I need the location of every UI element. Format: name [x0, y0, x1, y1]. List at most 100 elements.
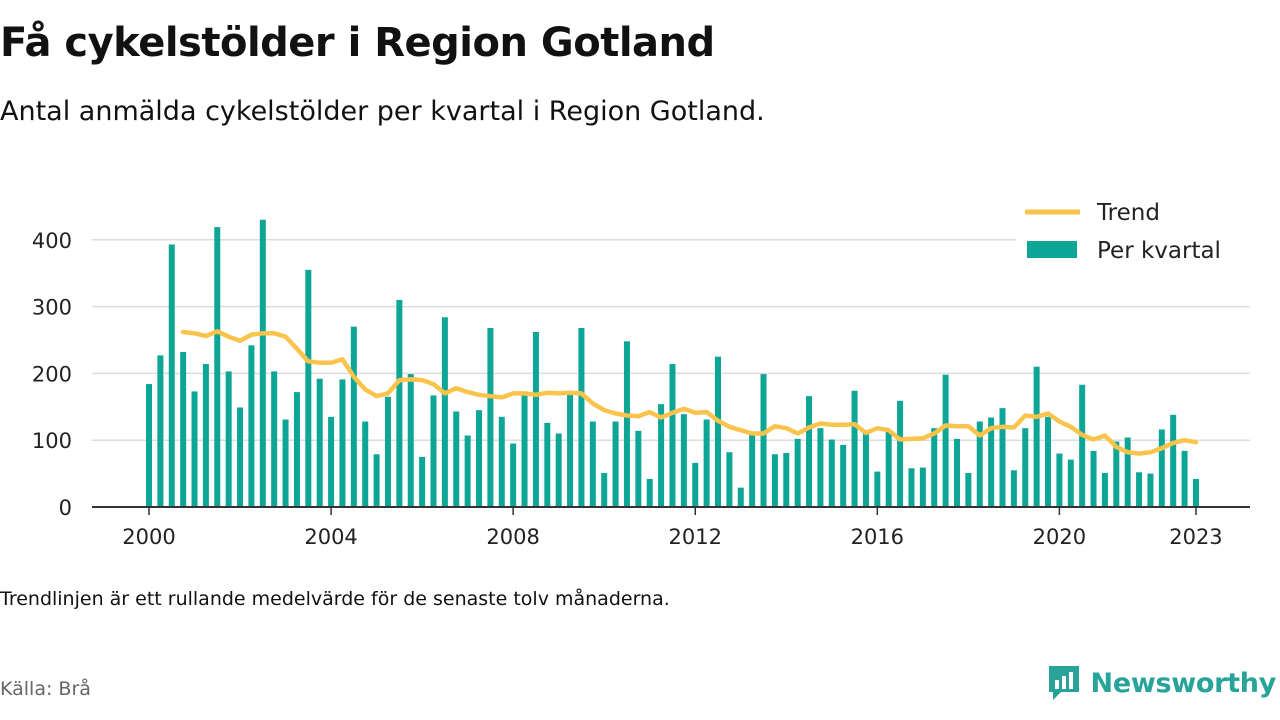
bar	[635, 430, 642, 507]
bar	[1170, 414, 1177, 507]
bar	[760, 374, 767, 507]
bar	[1079, 384, 1086, 507]
bar	[180, 352, 187, 507]
bar	[282, 419, 289, 507]
newsworthy-logo-text: Newsworthy	[1090, 667, 1277, 699]
bar	[953, 438, 960, 507]
bar	[544, 422, 551, 507]
bar	[897, 400, 904, 507]
legend: Trend Per kvartal	[1016, 194, 1252, 286]
x-tick-label-2023: 2023	[1169, 525, 1222, 549]
bar	[771, 454, 778, 507]
bar	[202, 364, 209, 507]
bar	[214, 227, 221, 507]
y-tick-label-300: 300	[32, 296, 72, 320]
bar	[726, 452, 733, 507]
bar	[794, 438, 801, 507]
bar	[999, 408, 1006, 507]
bar	[828, 439, 835, 507]
bar	[225, 371, 232, 507]
y-tick-label-100: 100	[32, 429, 72, 453]
bar	[1056, 453, 1063, 507]
bar	[931, 428, 938, 507]
bar	[248, 345, 255, 507]
bar	[191, 391, 198, 507]
bar	[703, 419, 710, 507]
bar	[623, 341, 630, 507]
x-tick-label-2016: 2016	[851, 525, 904, 549]
bar	[658, 404, 665, 507]
bar	[783, 452, 790, 507]
bar	[919, 467, 926, 507]
bar	[476, 410, 483, 507]
bar	[817, 428, 824, 507]
bar	[851, 390, 858, 507]
bar	[669, 364, 676, 507]
bar	[1090, 450, 1097, 507]
bar	[965, 472, 972, 507]
bar	[1022, 428, 1029, 507]
bar	[885, 430, 892, 507]
bar	[487, 327, 494, 507]
y-tick-label-400: 400	[32, 229, 72, 253]
bar	[1067, 459, 1074, 507]
newsworthy-logo[interactable]: Newsworthy	[1047, 664, 1276, 702]
y-tick-label-200: 200	[32, 362, 72, 386]
bar	[1181, 450, 1188, 507]
bar	[737, 487, 744, 507]
x-tick-label-2012: 2012	[669, 525, 722, 549]
chart-title: Få cykelstölder i Region Gotland	[0, 20, 715, 66]
bar	[1158, 429, 1165, 507]
bar	[749, 431, 756, 507]
bar	[1010, 470, 1017, 507]
legend-background	[1016, 194, 1252, 286]
x-tick-label-2008: 2008	[486, 525, 539, 549]
bar	[407, 374, 414, 507]
bar	[612, 421, 619, 507]
bar	[908, 468, 915, 507]
bar	[680, 414, 687, 507]
bar	[339, 379, 346, 507]
bar	[293, 392, 300, 507]
bar	[692, 462, 699, 507]
bar	[840, 444, 847, 507]
bar	[1136, 472, 1143, 507]
bar	[589, 421, 596, 507]
bar	[157, 355, 164, 507]
bar	[1033, 366, 1040, 507]
bar	[646, 478, 653, 507]
legend-swatch-per-kvartal	[1027, 241, 1077, 258]
bar	[942, 374, 949, 507]
bar	[862, 431, 869, 507]
bar	[146, 384, 152, 507]
bar	[396, 299, 403, 507]
bar	[168, 244, 175, 507]
bar	[1113, 441, 1120, 507]
x-tick-label-2004: 2004	[304, 525, 357, 549]
x-axis-ticks: 2000 2004 2008 2012 2016 2020 2023	[122, 507, 1223, 549]
bar	[1101, 472, 1108, 507]
bar	[384, 396, 391, 507]
bar	[874, 471, 881, 507]
bar	[441, 317, 448, 507]
bar	[316, 378, 323, 507]
chart-subtitle: Antal anmälda cykelstölder per kvartal i…	[0, 96, 765, 127]
legend-label-per-kvartal: Per kvartal	[1097, 238, 1221, 264]
bar	[976, 421, 983, 507]
trend-line	[180, 329, 1199, 456]
bar	[271, 371, 278, 507]
bar	[362, 421, 369, 507]
bar	[1045, 416, 1052, 507]
bar	[1192, 478, 1199, 507]
bar	[419, 456, 426, 507]
bar	[521, 394, 528, 507]
bar	[988, 417, 995, 507]
bar	[464, 435, 471, 507]
bar	[806, 396, 813, 507]
trend-note: Trendlinjen är ett rullande medelvärde f…	[0, 588, 670, 610]
bars-per-kvartal	[146, 219, 1199, 507]
source-text: Källa: Brå	[0, 678, 91, 700]
bar	[510, 443, 517, 507]
bar	[259, 219, 266, 507]
